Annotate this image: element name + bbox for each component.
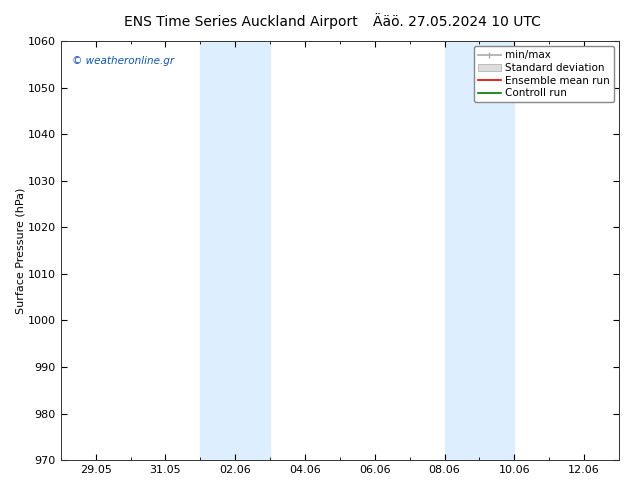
Bar — [200, 41, 270, 460]
Text: Ääö. 27.05.2024 10 UTC: Ääö. 27.05.2024 10 UTC — [373, 15, 540, 29]
Bar — [444, 41, 514, 460]
Text: © weatheronline.gr: © weatheronline.gr — [72, 56, 174, 66]
Legend: min/max, Standard deviation, Ensemble mean run, Controll run: min/max, Standard deviation, Ensemble me… — [474, 46, 614, 102]
Y-axis label: Surface Pressure (hPa): Surface Pressure (hPa) — [15, 187, 25, 314]
Text: ENS Time Series Auckland Airport: ENS Time Series Auckland Airport — [124, 15, 358, 29]
